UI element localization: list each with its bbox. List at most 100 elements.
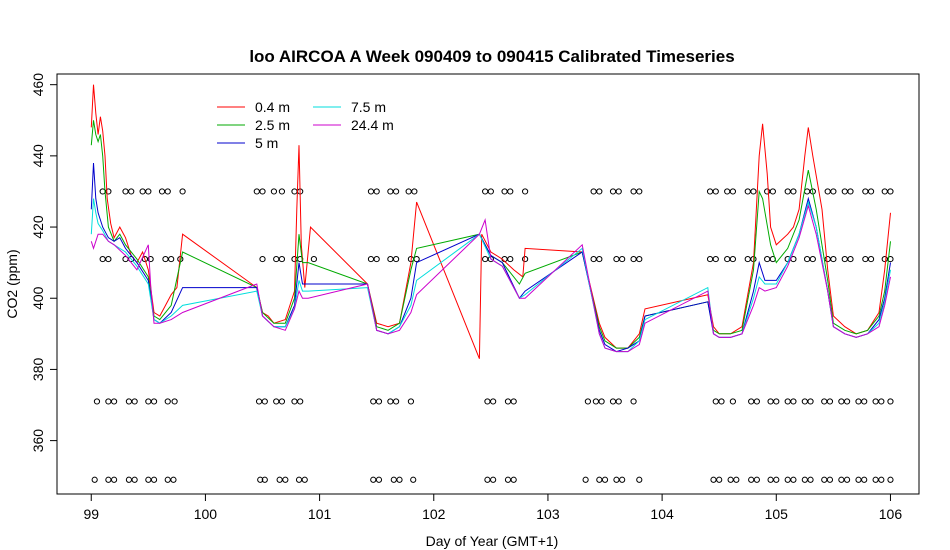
sample-marker	[522, 255, 529, 263]
sample-marker	[370, 398, 377, 405]
sample-marker	[724, 188, 731, 195]
y-axis: 360 380 400 420 440 460	[30, 73, 58, 453]
sample-marker	[261, 476, 268, 483]
x-axis-label: Day of Year (GMT+1)	[426, 533, 559, 549]
y-axis-label: CO2 (ppm)	[4, 249, 20, 318]
sample-marker	[145, 476, 152, 483]
sample-marker	[145, 188, 152, 195]
sample-marker	[615, 398, 622, 405]
legend-label: 0.4 m	[255, 99, 290, 115]
sample-marker	[150, 476, 158, 483]
sample-marker	[392, 398, 400, 405]
sample-marker	[801, 476, 808, 483]
sample-marker	[630, 398, 637, 405]
sample-marker	[147, 255, 154, 263]
sample-marker	[276, 476, 283, 483]
sample-marker	[122, 188, 129, 195]
sample-marker	[171, 398, 178, 405]
sample-marker	[91, 476, 98, 483]
sample-marker	[482, 188, 489, 195]
sample-marker	[744, 255, 751, 263]
x-tick-label: 101	[308, 506, 332, 522]
series-line-0	[90, 84, 891, 359]
legend-label: 5 m	[255, 135, 278, 151]
sample-marker	[821, 476, 828, 483]
sample-marker	[375, 476, 383, 483]
sample-marker	[278, 398, 286, 405]
sample-marker	[748, 398, 755, 405]
sample-marker	[396, 476, 403, 483]
y-tick-label: 440	[30, 144, 46, 168]
y-tick-label: 460	[30, 73, 46, 97]
x-tick-label: 105	[765, 506, 789, 522]
sample-marker	[501, 188, 508, 195]
sample-marker	[278, 188, 286, 195]
series-line-4	[90, 203, 891, 353]
sample-marker	[773, 398, 780, 405]
sample-marker	[370, 476, 377, 483]
sample-marker	[484, 476, 491, 483]
y-tick-label: 360	[30, 429, 46, 453]
sample-marker	[838, 476, 845, 483]
sample-marker	[592, 398, 599, 405]
sample-marker	[712, 398, 719, 405]
sample-marker	[878, 398, 885, 405]
sample-marker	[855, 476, 862, 483]
sample-marker	[131, 398, 138, 405]
sample-marker	[164, 398, 171, 405]
sample-marker	[887, 188, 894, 195]
sample-marker	[125, 476, 133, 483]
sample-marker	[297, 398, 304, 405]
sample-marker	[110, 398, 118, 405]
sample-marker	[590, 255, 597, 263]
y-tick-label: 380	[30, 358, 46, 382]
sample-marker	[843, 398, 851, 405]
sample-marker	[373, 188, 380, 195]
series-lines	[90, 84, 891, 359]
sample-marker	[841, 255, 848, 263]
sample-marker	[487, 188, 494, 195]
sample-marker	[128, 188, 135, 195]
x-tick-label: 103	[536, 506, 560, 522]
sample-marker	[804, 255, 811, 263]
sample-marker	[291, 255, 298, 263]
sample-marker	[584, 398, 592, 405]
y-tick-label: 420	[30, 215, 46, 239]
sample-marker	[809, 255, 816, 263]
sample-marker	[729, 398, 736, 405]
sample-marker	[790, 476, 797, 483]
sample-marker	[613, 476, 620, 483]
sample-marker	[824, 188, 831, 195]
sample-marker	[862, 255, 869, 263]
sample-marker	[273, 398, 280, 405]
sample-marker	[390, 476, 397, 483]
sample-marker	[405, 188, 412, 195]
y-tick-label: 400	[30, 286, 46, 310]
sample-marker	[807, 398, 814, 405]
chart-title: loo AIRCOA A Week 090409 to 090415 Calib…	[249, 47, 734, 66]
sample-marker	[727, 476, 734, 483]
sample-marker	[387, 398, 394, 405]
sample-marker	[507, 255, 514, 263]
sample-marker	[636, 476, 643, 483]
sample-marker	[630, 188, 637, 195]
sample-marker	[255, 398, 263, 405]
sample-marker	[596, 188, 603, 195]
sample-marker	[724, 255, 731, 263]
sample-marker	[615, 188, 622, 195]
sample-marker	[750, 188, 757, 195]
sample-marker	[105, 255, 112, 263]
sample-marker	[887, 398, 894, 405]
sample-marker	[259, 255, 266, 263]
sample-marker	[767, 398, 774, 405]
sample-marker	[125, 398, 133, 405]
sample-marker	[270, 188, 278, 195]
sample-marker	[510, 476, 517, 483]
sample-marker	[847, 188, 854, 195]
sample-marker	[490, 476, 497, 483]
sample-marker	[753, 476, 760, 483]
sample-marker	[105, 476, 112, 483]
sample-marker	[375, 398, 383, 405]
sample-marker	[861, 476, 868, 483]
